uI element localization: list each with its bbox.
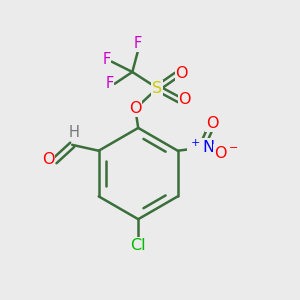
Text: O: O	[42, 152, 54, 167]
Text: O: O	[176, 66, 188, 81]
Text: F: F	[105, 76, 113, 91]
Text: S: S	[152, 81, 162, 96]
Text: Cl: Cl	[130, 238, 146, 253]
Text: F: F	[102, 52, 110, 67]
Text: O: O	[206, 116, 219, 131]
Text: F: F	[134, 37, 142, 52]
Text: O: O	[178, 92, 191, 107]
Text: $\mathregular{O^-}$: $\mathregular{O^-}$	[214, 145, 239, 161]
Text: H: H	[68, 125, 79, 140]
Text: O: O	[129, 101, 142, 116]
Text: $\mathregular{^+N}$: $\mathregular{^+N}$	[188, 139, 215, 156]
